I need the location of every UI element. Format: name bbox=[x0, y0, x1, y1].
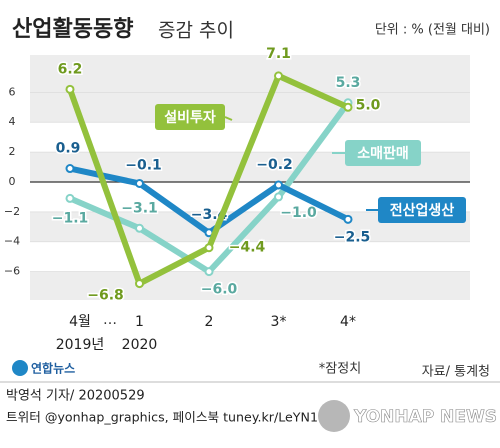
logo: 연합뉴스 bbox=[31, 361, 75, 376]
y-tick-label: 0 bbox=[9, 175, 16, 188]
value-label: −6.8 bbox=[87, 288, 124, 304]
x-tick-label: 3* bbox=[271, 314, 287, 330]
value-label: 6.2 bbox=[58, 61, 83, 77]
value-label: −1.1 bbox=[52, 210, 89, 226]
x-tick-label: 4월 bbox=[69, 314, 91, 330]
value-label: −6.0 bbox=[201, 282, 238, 298]
point bbox=[274, 180, 283, 190]
watermark: YONHAP NEWS bbox=[353, 407, 497, 427]
x-year-label: 2019년 bbox=[56, 337, 105, 353]
value-label: 0.9 bbox=[56, 141, 81, 157]
legend-label: 설비투자 bbox=[164, 110, 216, 126]
legend-label: 소매판매 bbox=[357, 146, 409, 162]
value-label: −2.5 bbox=[334, 229, 371, 245]
credit: 박영석 기자/ 20200529 bbox=[6, 389, 145, 404]
y-tick-label: −6 bbox=[4, 265, 20, 278]
x-year-label: 2020 bbox=[122, 337, 158, 353]
social: 트위터 @yonhap_graphics, 페이스북 tuney.kr/LeYN… bbox=[6, 410, 318, 425]
y-tick-label: 2 bbox=[9, 145, 16, 158]
value-label: −0.2 bbox=[256, 157, 293, 173]
y-tick-label: 6 bbox=[9, 85, 16, 98]
source: 자료/ 통계청 bbox=[422, 365, 490, 380]
y-tick-label: 4 bbox=[9, 115, 16, 128]
chart-subtitle: 증감 추이 bbox=[158, 20, 234, 42]
value-label: −1.0 bbox=[280, 205, 317, 221]
value-label: −4.4 bbox=[229, 240, 266, 256]
legend-leader bbox=[224, 116, 233, 121]
unit-label: 단위 : % (전월 대비) bbox=[375, 23, 490, 38]
grid-band bbox=[30, 241, 470, 272]
value-label: −3.1 bbox=[121, 200, 158, 216]
point bbox=[65, 164, 75, 174]
logo-icon bbox=[12, 360, 28, 376]
value-label: −0.1 bbox=[125, 157, 162, 173]
point bbox=[65, 193, 75, 203]
x-tick-label: 4* bbox=[340, 314, 356, 330]
point bbox=[204, 243, 214, 253]
watermark-icon bbox=[318, 400, 350, 432]
y-tick-label: −4 bbox=[4, 235, 20, 248]
point bbox=[135, 223, 144, 233]
x-tick-label: 1 bbox=[135, 314, 144, 330]
legend-box bbox=[345, 140, 421, 166]
point bbox=[204, 267, 214, 277]
legend-box bbox=[378, 197, 466, 223]
legend-box bbox=[155, 104, 225, 130]
plot-area bbox=[30, 55, 470, 300]
point bbox=[274, 192, 283, 202]
point bbox=[135, 178, 144, 188]
point bbox=[343, 214, 353, 224]
point bbox=[274, 71, 283, 81]
y-tick-label: −2 bbox=[4, 205, 20, 218]
x-tick-label: 2 bbox=[205, 314, 214, 330]
point bbox=[65, 84, 75, 94]
value-label: 7.1 bbox=[266, 46, 291, 62]
chart-title: 산업활동동향 bbox=[12, 17, 133, 42]
value-label: 5.3 bbox=[336, 75, 361, 91]
note: *잠정치 bbox=[319, 362, 361, 377]
value-label: 5.0 bbox=[356, 97, 381, 113]
series: 설비투자 6.2 −6.8 −4.4 7.1 5.0 bbox=[56, 44, 382, 305]
point bbox=[343, 102, 353, 112]
legend-label: 전산업생산 bbox=[390, 202, 455, 219]
point bbox=[135, 279, 144, 289]
category-gap: … bbox=[103, 312, 117, 328]
